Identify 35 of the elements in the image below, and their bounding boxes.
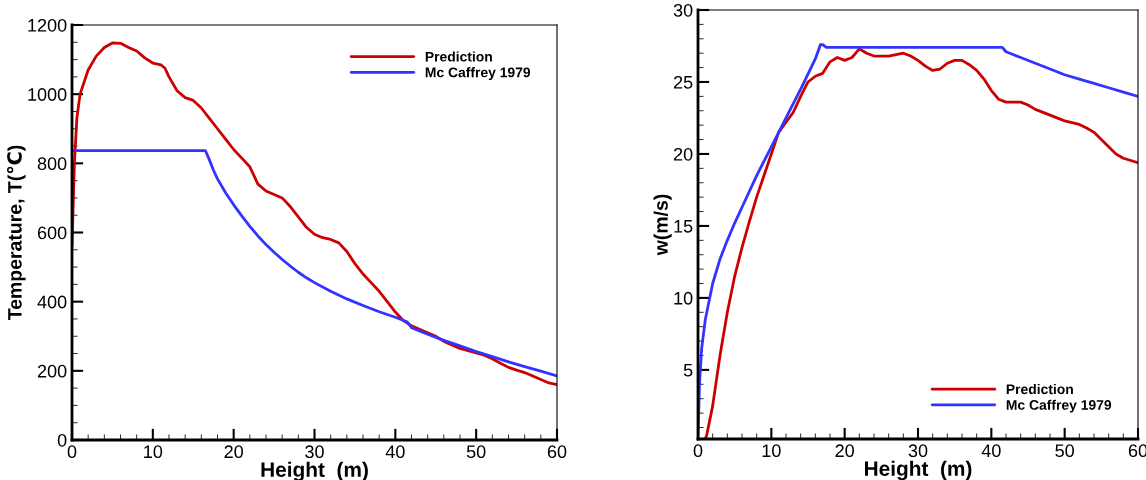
- x-tick-label: 30: [908, 444, 928, 458]
- y-tick-label: 30: [673, 3, 693, 17]
- x-tick-label: 0: [693, 444, 703, 458]
- x-tick-label: 10: [144, 445, 163, 459]
- x-tick-label: 30: [305, 445, 324, 459]
- y-tick-label: 10: [674, 291, 693, 305]
- x-tick-label: 50: [1055, 444, 1074, 458]
- y-axis-title: Temperature, T(℃): [6, 145, 26, 321]
- x-tick-label: 40: [385, 445, 405, 459]
- legend-label: Mc Caffrey 1979: [425, 67, 531, 81]
- y-tick-label: 600: [37, 226, 67, 240]
- x-tick-label: 60: [547, 445, 567, 459]
- legend-label: Prediction: [425, 51, 492, 62]
- y-tick-label: 1200: [28, 18, 67, 32]
- x-tick-label: 50: [466, 445, 486, 459]
- y-tick-label: 0: [57, 433, 67, 447]
- y-tick-label: 5: [683, 364, 693, 377]
- x-tick-label: 20: [224, 445, 243, 459]
- x-tick-label: 20: [835, 444, 854, 458]
- y-tick-label: 20: [673, 147, 693, 161]
- y-tick-label: 25: [673, 75, 693, 89]
- legend-label: Prediction: [1006, 383, 1073, 395]
- x-axis-title: Height (m): [865, 460, 972, 480]
- y-tick-label: 400: [37, 295, 67, 309]
- x-tick-label: 40: [981, 444, 1001, 458]
- line-series: [72, 41, 557, 387]
- y-tick-label: 1000: [28, 88, 67, 101]
- y-tick-label: 800: [37, 157, 67, 171]
- legend-label: Mc Caffrey 1979: [1006, 399, 1112, 413]
- y-tick-label: 200: [37, 364, 67, 378]
- y-tick-label: 15: [674, 220, 693, 233]
- y-axis-title: w(m/s): [653, 194, 672, 256]
- x-tick-label: 0: [67, 445, 77, 459]
- line-series: [72, 149, 557, 378]
- x-tick-label: 10: [762, 444, 781, 458]
